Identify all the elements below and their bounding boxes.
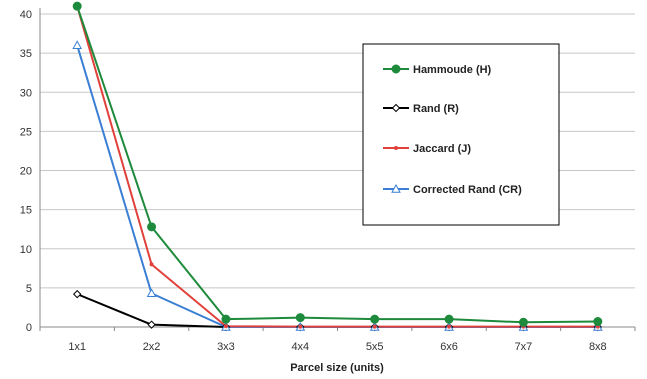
data-point-hammoude-h bbox=[370, 314, 380, 324]
data-point-hammoude-h bbox=[518, 317, 528, 327]
y-tick-label: 40 bbox=[20, 9, 32, 21]
y-tick-label: 10 bbox=[20, 244, 32, 256]
legend: Hammoude (H) Rand (R) Jaccard (J) Corrected… bbox=[362, 43, 560, 226]
x-tick-label: 8x8 bbox=[589, 341, 607, 353]
legend-label-hammoude-h: Hammoude (H) bbox=[413, 64, 492, 76]
x-tick-label: 6x6 bbox=[440, 341, 458, 353]
legend-label-jaccard-j: Jaccard (J) bbox=[413, 143, 471, 155]
legend-marker-jaccard-j bbox=[394, 146, 398, 150]
legend-marker-hammoude-h bbox=[391, 64, 401, 74]
data-point-hammoude-h bbox=[147, 222, 157, 232]
data-point-jaccard-j bbox=[298, 324, 303, 329]
data-point-hammoude-h bbox=[444, 314, 454, 324]
data-point-hammoude-h bbox=[221, 314, 231, 324]
y-tick-label: 25 bbox=[20, 126, 32, 138]
data-point-jaccard-j bbox=[149, 262, 154, 267]
data-point-jaccard-j bbox=[223, 324, 228, 329]
data-point-rand-r bbox=[147, 320, 156, 329]
data-point-jaccard-j bbox=[447, 324, 452, 329]
legend-label-rand-r: Rand (R) bbox=[413, 103, 459, 115]
y-tick-label: 35 bbox=[20, 48, 32, 60]
data-point-corrected-rand-cr bbox=[146, 288, 157, 298]
x-tick-label: 2x2 bbox=[143, 341, 161, 353]
markers-group bbox=[72, 1, 603, 332]
legend-label-corrected-rand-cr: Corrected Rand (CR) bbox=[413, 184, 522, 196]
x-tick-label: 4x4 bbox=[291, 341, 309, 353]
y-tick-label: 20 bbox=[20, 166, 32, 178]
x-tick-label: 5x5 bbox=[366, 341, 384, 353]
x-tick-label: 1x1 bbox=[68, 341, 86, 353]
legend-marker-rand-r bbox=[391, 103, 401, 113]
series-group bbox=[76, 8, 598, 328]
y-tick-label: 5 bbox=[26, 283, 32, 295]
x-tick-label: 7x7 bbox=[515, 341, 533, 353]
legend-box bbox=[362, 43, 560, 226]
x-tick-label: 3x3 bbox=[217, 341, 235, 353]
data-point-hammoude-h bbox=[295, 313, 305, 323]
series-line-hammoude-h bbox=[76, 8, 598, 324]
legend-marker-corrected-rand-cr bbox=[391, 183, 401, 193]
data-point-corrected-rand-cr bbox=[72, 40, 83, 49]
data-point-hammoude-h bbox=[593, 317, 603, 327]
series-line-jaccard-j bbox=[76, 8, 598, 328]
y-tick-label: 0 bbox=[26, 322, 32, 334]
data-point-jaccard-j bbox=[372, 324, 377, 329]
y-tick-label: 30 bbox=[20, 87, 32, 99]
y-tick-label: 15 bbox=[20, 205, 32, 217]
data-point-hammoude-h bbox=[72, 1, 82, 11]
data-point-rand-r bbox=[72, 289, 82, 299]
x-axis-title: Parcel size (units) bbox=[290, 362, 384, 374]
